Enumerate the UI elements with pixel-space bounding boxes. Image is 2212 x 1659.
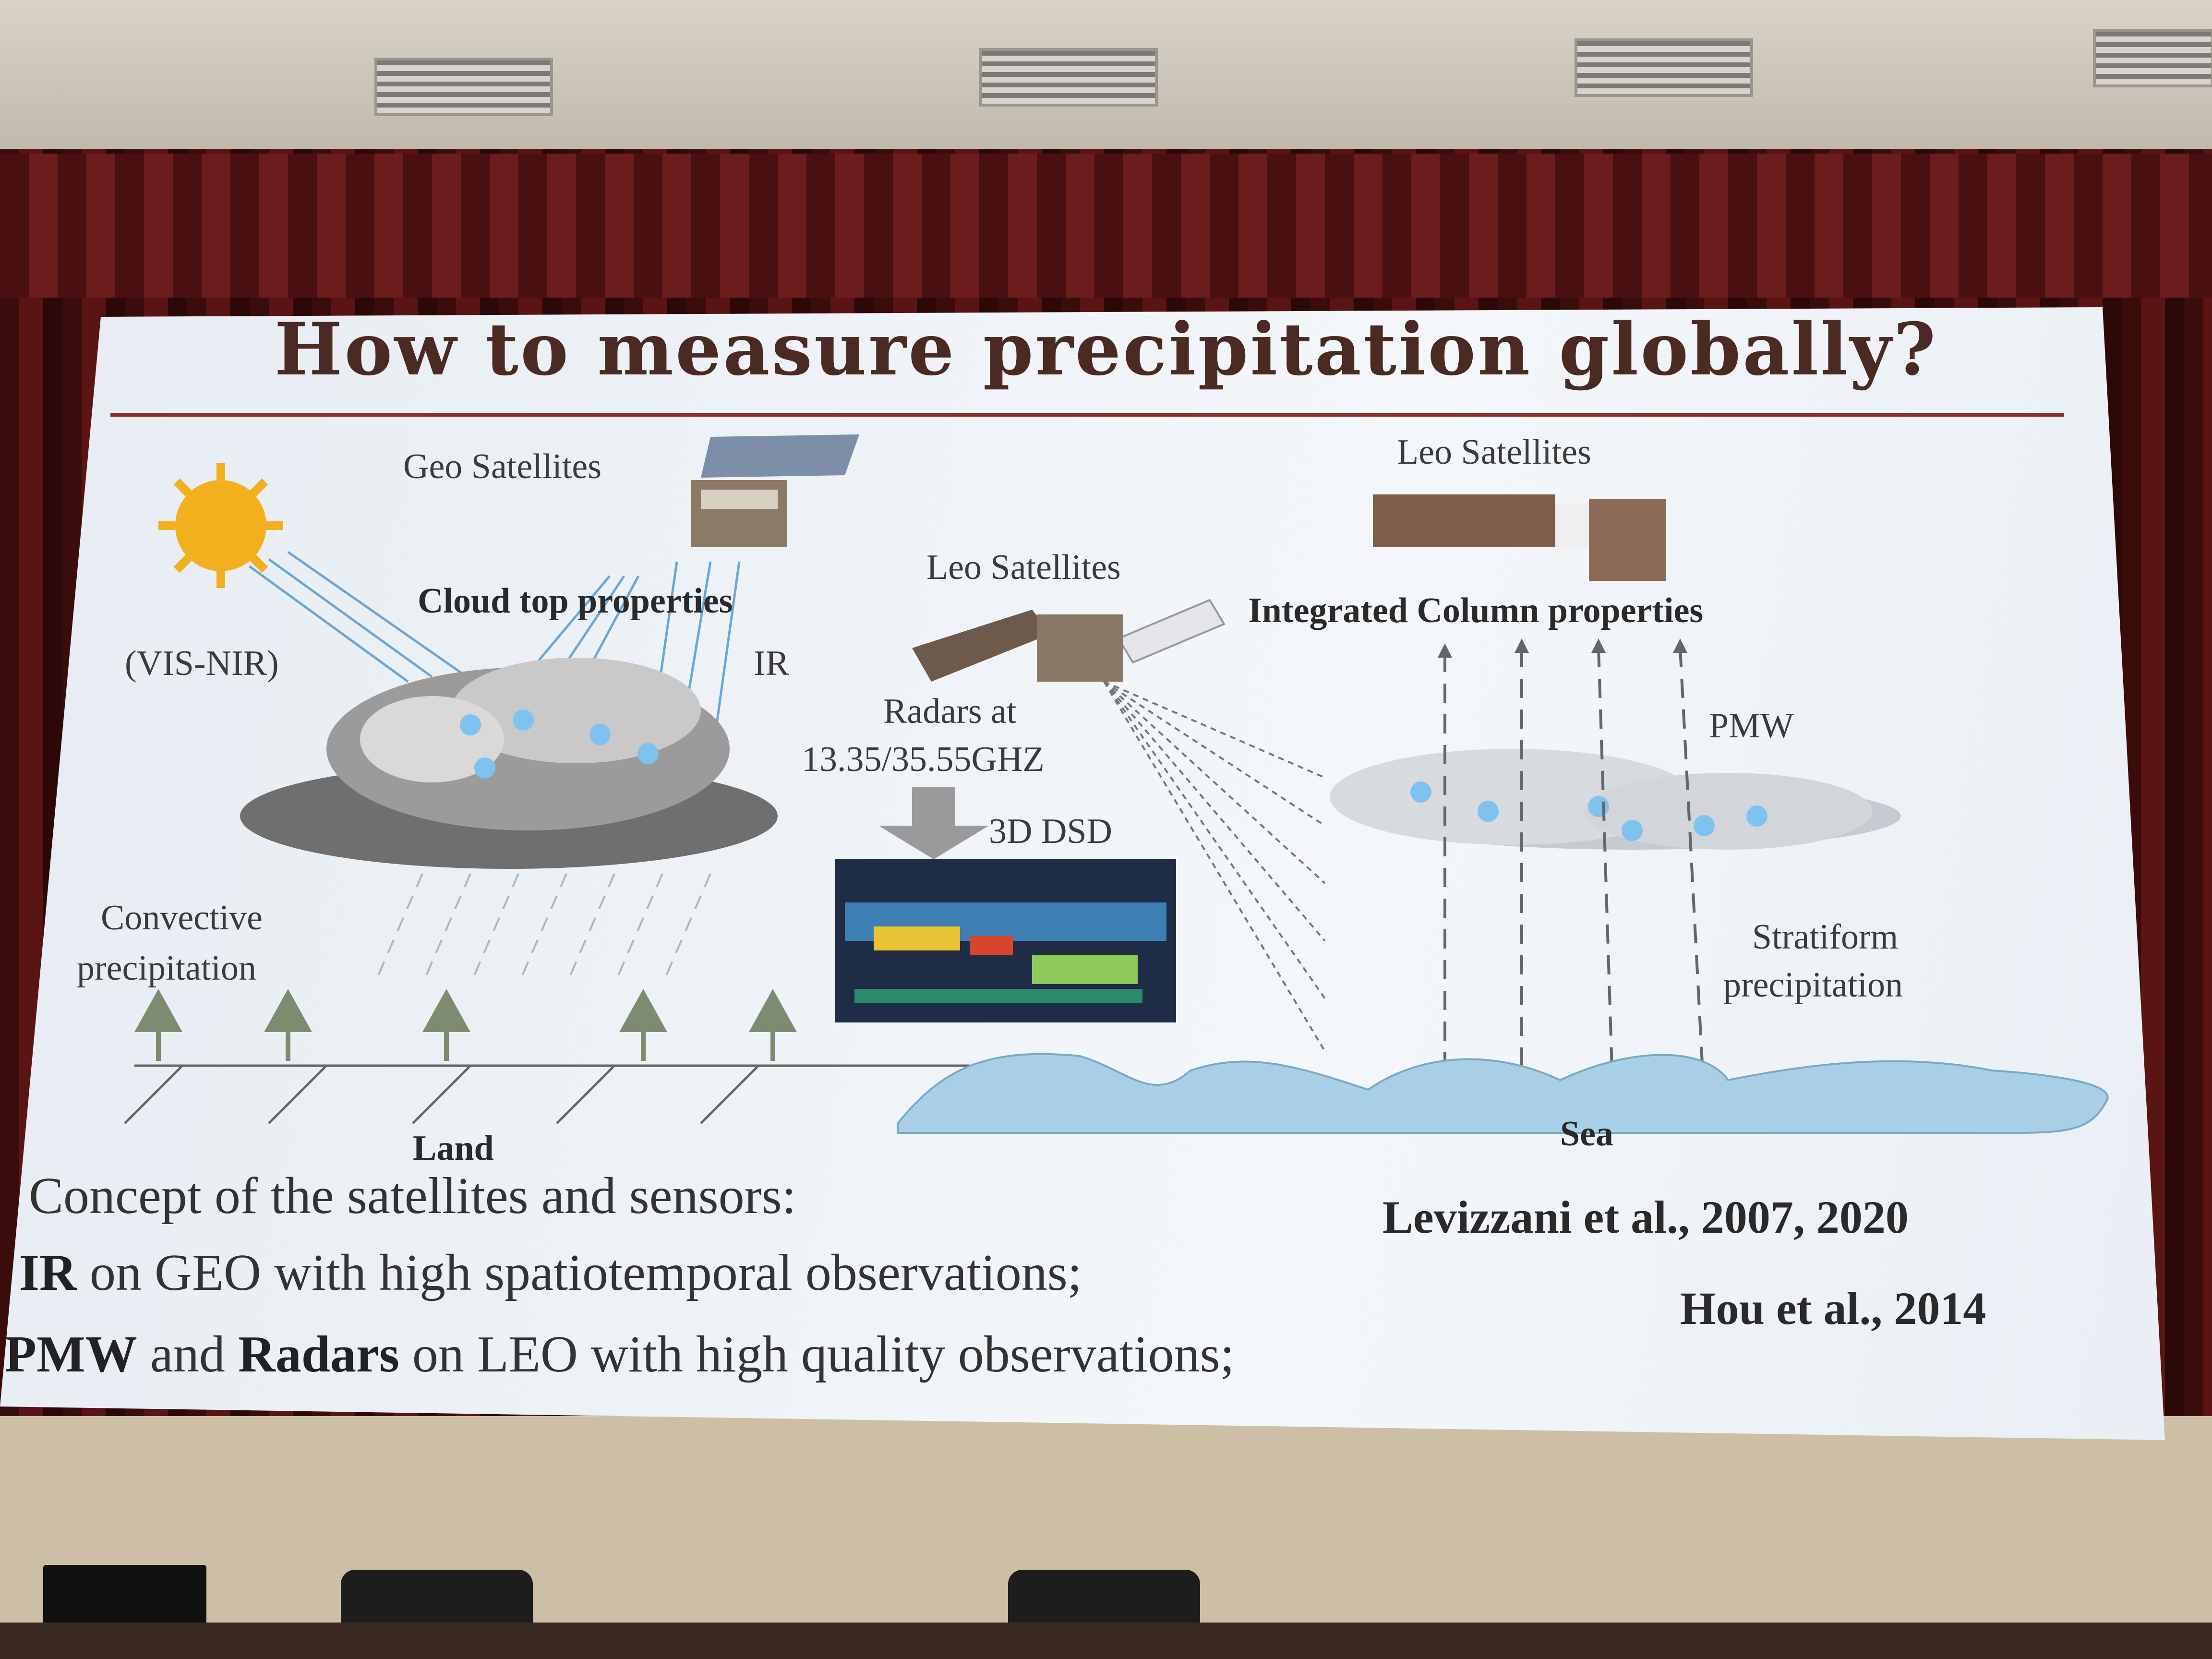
sea-shape: [897, 1053, 2109, 1134]
snowflake-icons: [460, 709, 659, 779]
concept-line-pmw-text: on LEO with high quality observations;: [399, 1326, 1235, 1383]
ir-label: IR: [754, 644, 789, 683]
vis-nir-label: (VIS-NIR): [125, 644, 279, 683]
concept-line-and: and: [137, 1326, 238, 1383]
leo-satellite-icon: [912, 599, 1226, 682]
sun-icon: [158, 463, 283, 588]
concept-title: Concept of the satellites and sensors:: [29, 1167, 796, 1225]
geo-satellite-icon: [691, 434, 859, 547]
reference-levizzani: Levizzani et al., 2007, 2020: [1382, 1191, 1909, 1243]
concept-line-ir: IR on GEO with high spatiotemporal obser…: [19, 1243, 1082, 1303]
title-divider: [110, 413, 2064, 417]
stratiform-label-line1: Stratiform: [1752, 917, 1899, 957]
leo-satellites-center-label: Leo Satellites: [926, 548, 1121, 587]
down-arrow-icon: [878, 787, 989, 859]
radar-beam: [1103, 681, 1326, 1052]
radars-bold: Radars: [238, 1326, 399, 1383]
ceiling-vent: [374, 58, 553, 116]
convective-label-line1: Convective: [101, 898, 263, 938]
leo-satellite-icon: [1373, 494, 1666, 581]
stratiform-label-line2: precipitation: [1723, 965, 1903, 1005]
land-label: Land: [413, 1129, 494, 1168]
pmw-label: PMW: [1709, 706, 1794, 745]
radars-label-line2: 13.35/35.55GHZ: [802, 740, 1045, 779]
land-ground: [124, 1064, 970, 1124]
pmw-columns: [1443, 648, 1706, 1100]
rain-lines: [373, 873, 711, 985]
pmw-arrowheads: [1438, 638, 1687, 658]
sea-label: Sea: [1560, 1114, 1613, 1154]
tree-icons: [134, 989, 797, 1061]
reference-hou: Hou et al., 2014: [1680, 1283, 1986, 1334]
integrated-column-properties-label: Integrated Column properties: [1248, 591, 1704, 630]
geo-satellites-label: Geo Satellites: [403, 447, 602, 486]
pmw-bold: PMW: [5, 1326, 137, 1383]
cloud-top-properties-label: Cloud top properties: [418, 581, 733, 621]
dsd-label: 3D DSD: [989, 812, 1112, 851]
dsd-radar-image: [835, 859, 1176, 1022]
ceiling-vent: [1575, 38, 1753, 97]
radars-label-line1: Radars at: [883, 692, 1017, 731]
desk: [0, 1623, 2212, 1659]
curtain-valance: [0, 154, 2212, 298]
snowflake-icons: [1410, 781, 1767, 841]
concept-line-pmw: PMW and Radars on LEO with high quality …: [5, 1325, 1235, 1384]
leo-satellites-right-label: Leo Satellites: [1397, 433, 1591, 472]
ir-bold: IR: [19, 1244, 77, 1301]
convective-label-line2: precipitation: [77, 949, 256, 988]
vis-nir-rays: [249, 551, 471, 683]
laptop: [43, 1565, 206, 1627]
convective-cloud: [240, 658, 778, 869]
ceiling-vent: [979, 48, 1158, 107]
ceiling-vent: [2093, 29, 2212, 87]
concept-line-ir-text: on GEO with high spatiotemporal observat…: [77, 1244, 1082, 1301]
slide-title: How to measure precipitation globally?: [274, 307, 1938, 392]
